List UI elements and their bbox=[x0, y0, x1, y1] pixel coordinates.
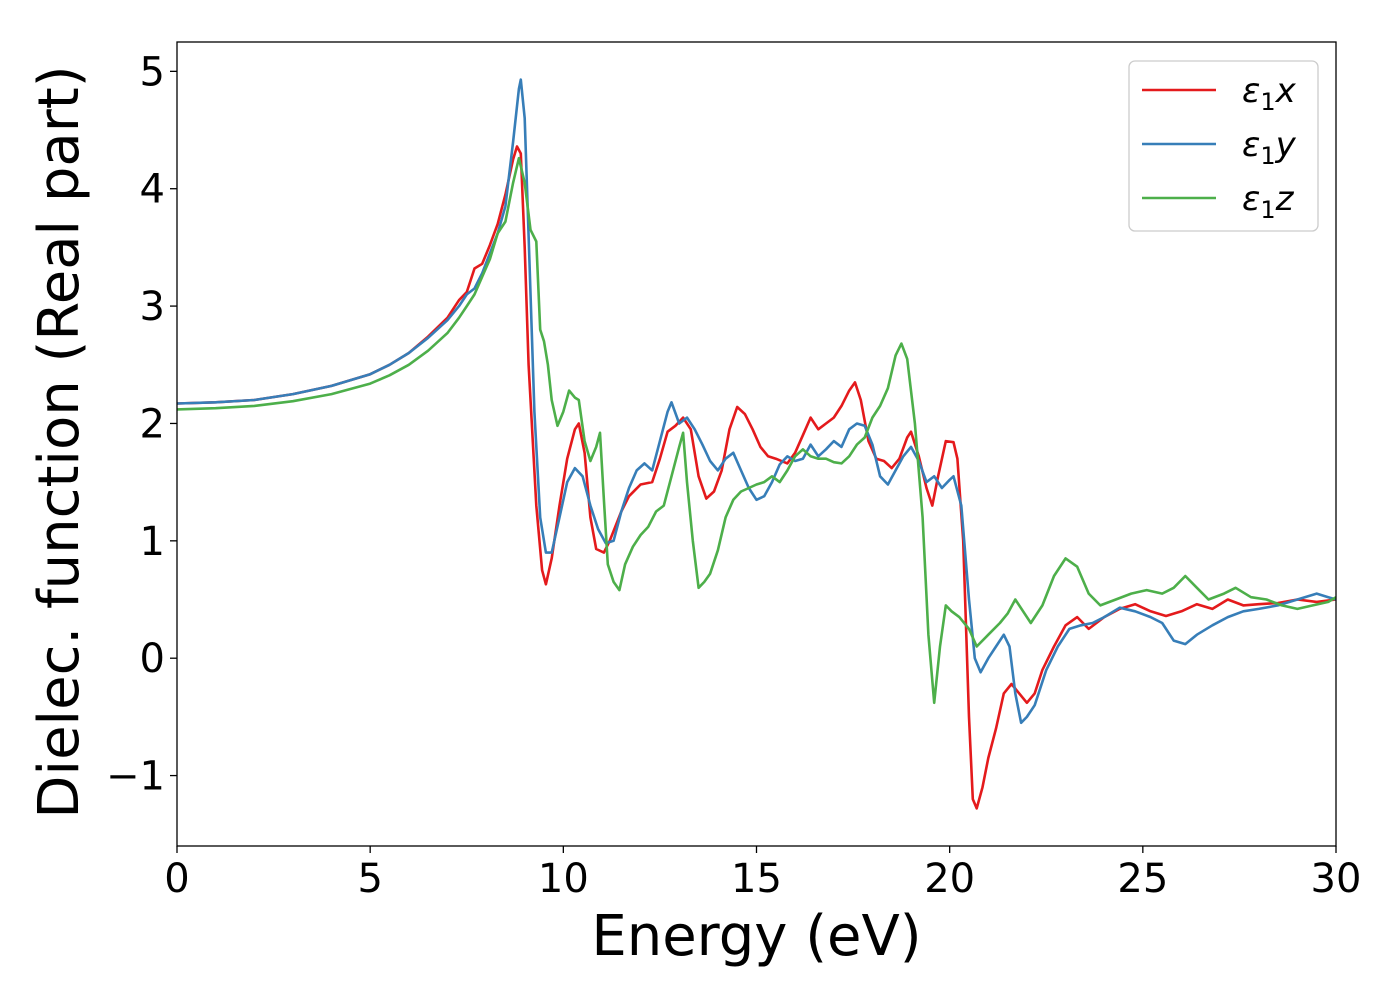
series-line-z bbox=[177, 156, 1336, 705]
y-tick-label: 0 bbox=[140, 636, 165, 682]
y-tick-label: 1 bbox=[140, 519, 165, 565]
series-line-x bbox=[177, 145, 1336, 810]
legend: ε1x ε1y ε1z bbox=[1128, 60, 1319, 232]
y-tick-label: 3 bbox=[140, 284, 165, 330]
x-tick-label: 15 bbox=[731, 856, 782, 902]
legend-label-x: ε1x bbox=[1242, 71, 1297, 116]
series-layer bbox=[177, 78, 1336, 810]
x-tick-label: 5 bbox=[357, 856, 382, 902]
y-axis-title: Dielec. function (Real part) bbox=[27, 65, 92, 818]
y-tick-label: −1 bbox=[106, 754, 165, 800]
x-axis: 0 5 10 15 20 25 30 bbox=[164, 846, 1361, 902]
series-line-y bbox=[177, 78, 1336, 725]
y-axis: −1 0 1 2 3 4 5 bbox=[106, 49, 177, 800]
legend-label-z: ε1z bbox=[1242, 179, 1295, 224]
x-axis-title: Energy (eV) bbox=[591, 904, 921, 969]
legend-box bbox=[1128, 60, 1319, 232]
x-tick-label: 20 bbox=[924, 856, 975, 902]
x-tick-label: 10 bbox=[538, 856, 589, 902]
x-tick-label: 30 bbox=[1311, 856, 1362, 902]
legend-label-y: ε1y bbox=[1242, 125, 1297, 170]
y-tick-label: 4 bbox=[140, 167, 165, 213]
x-tick-label: 25 bbox=[1117, 856, 1168, 902]
x-tick-label: 0 bbox=[164, 856, 189, 902]
y-tick-label: 2 bbox=[140, 401, 165, 447]
y-tick-label: 5 bbox=[140, 49, 165, 95]
